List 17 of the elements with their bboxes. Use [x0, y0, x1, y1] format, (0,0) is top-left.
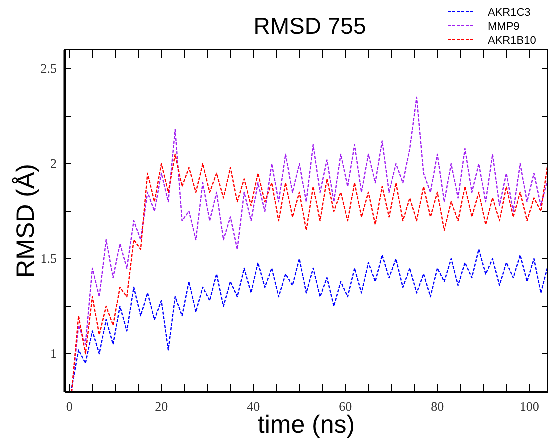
x-tick-label: 40: [247, 399, 260, 414]
legend-label: AKR1B10: [488, 35, 536, 47]
legend-label: MMP9: [488, 21, 520, 33]
y-tick-label: 1: [50, 346, 57, 362]
y-tick-label: 1.5: [40, 251, 57, 266]
chart-title: RMSD 755: [254, 13, 366, 39]
y-tick-label: 2.5: [40, 61, 57, 76]
line-series: [71, 154, 548, 392]
y-tick-label: 2: [50, 156, 57, 172]
x-tick-label: 20: [155, 399, 168, 414]
y-axis-title: RMSD (Å): [12, 164, 40, 278]
x-tick-label: 100: [520, 399, 540, 414]
line-series: [71, 96, 548, 392]
legend-label: AKR1C3: [488, 7, 531, 19]
x-tick-label: 0: [66, 399, 73, 414]
line-series: [71, 248, 548, 389]
x-tick-label: 80: [431, 399, 444, 414]
